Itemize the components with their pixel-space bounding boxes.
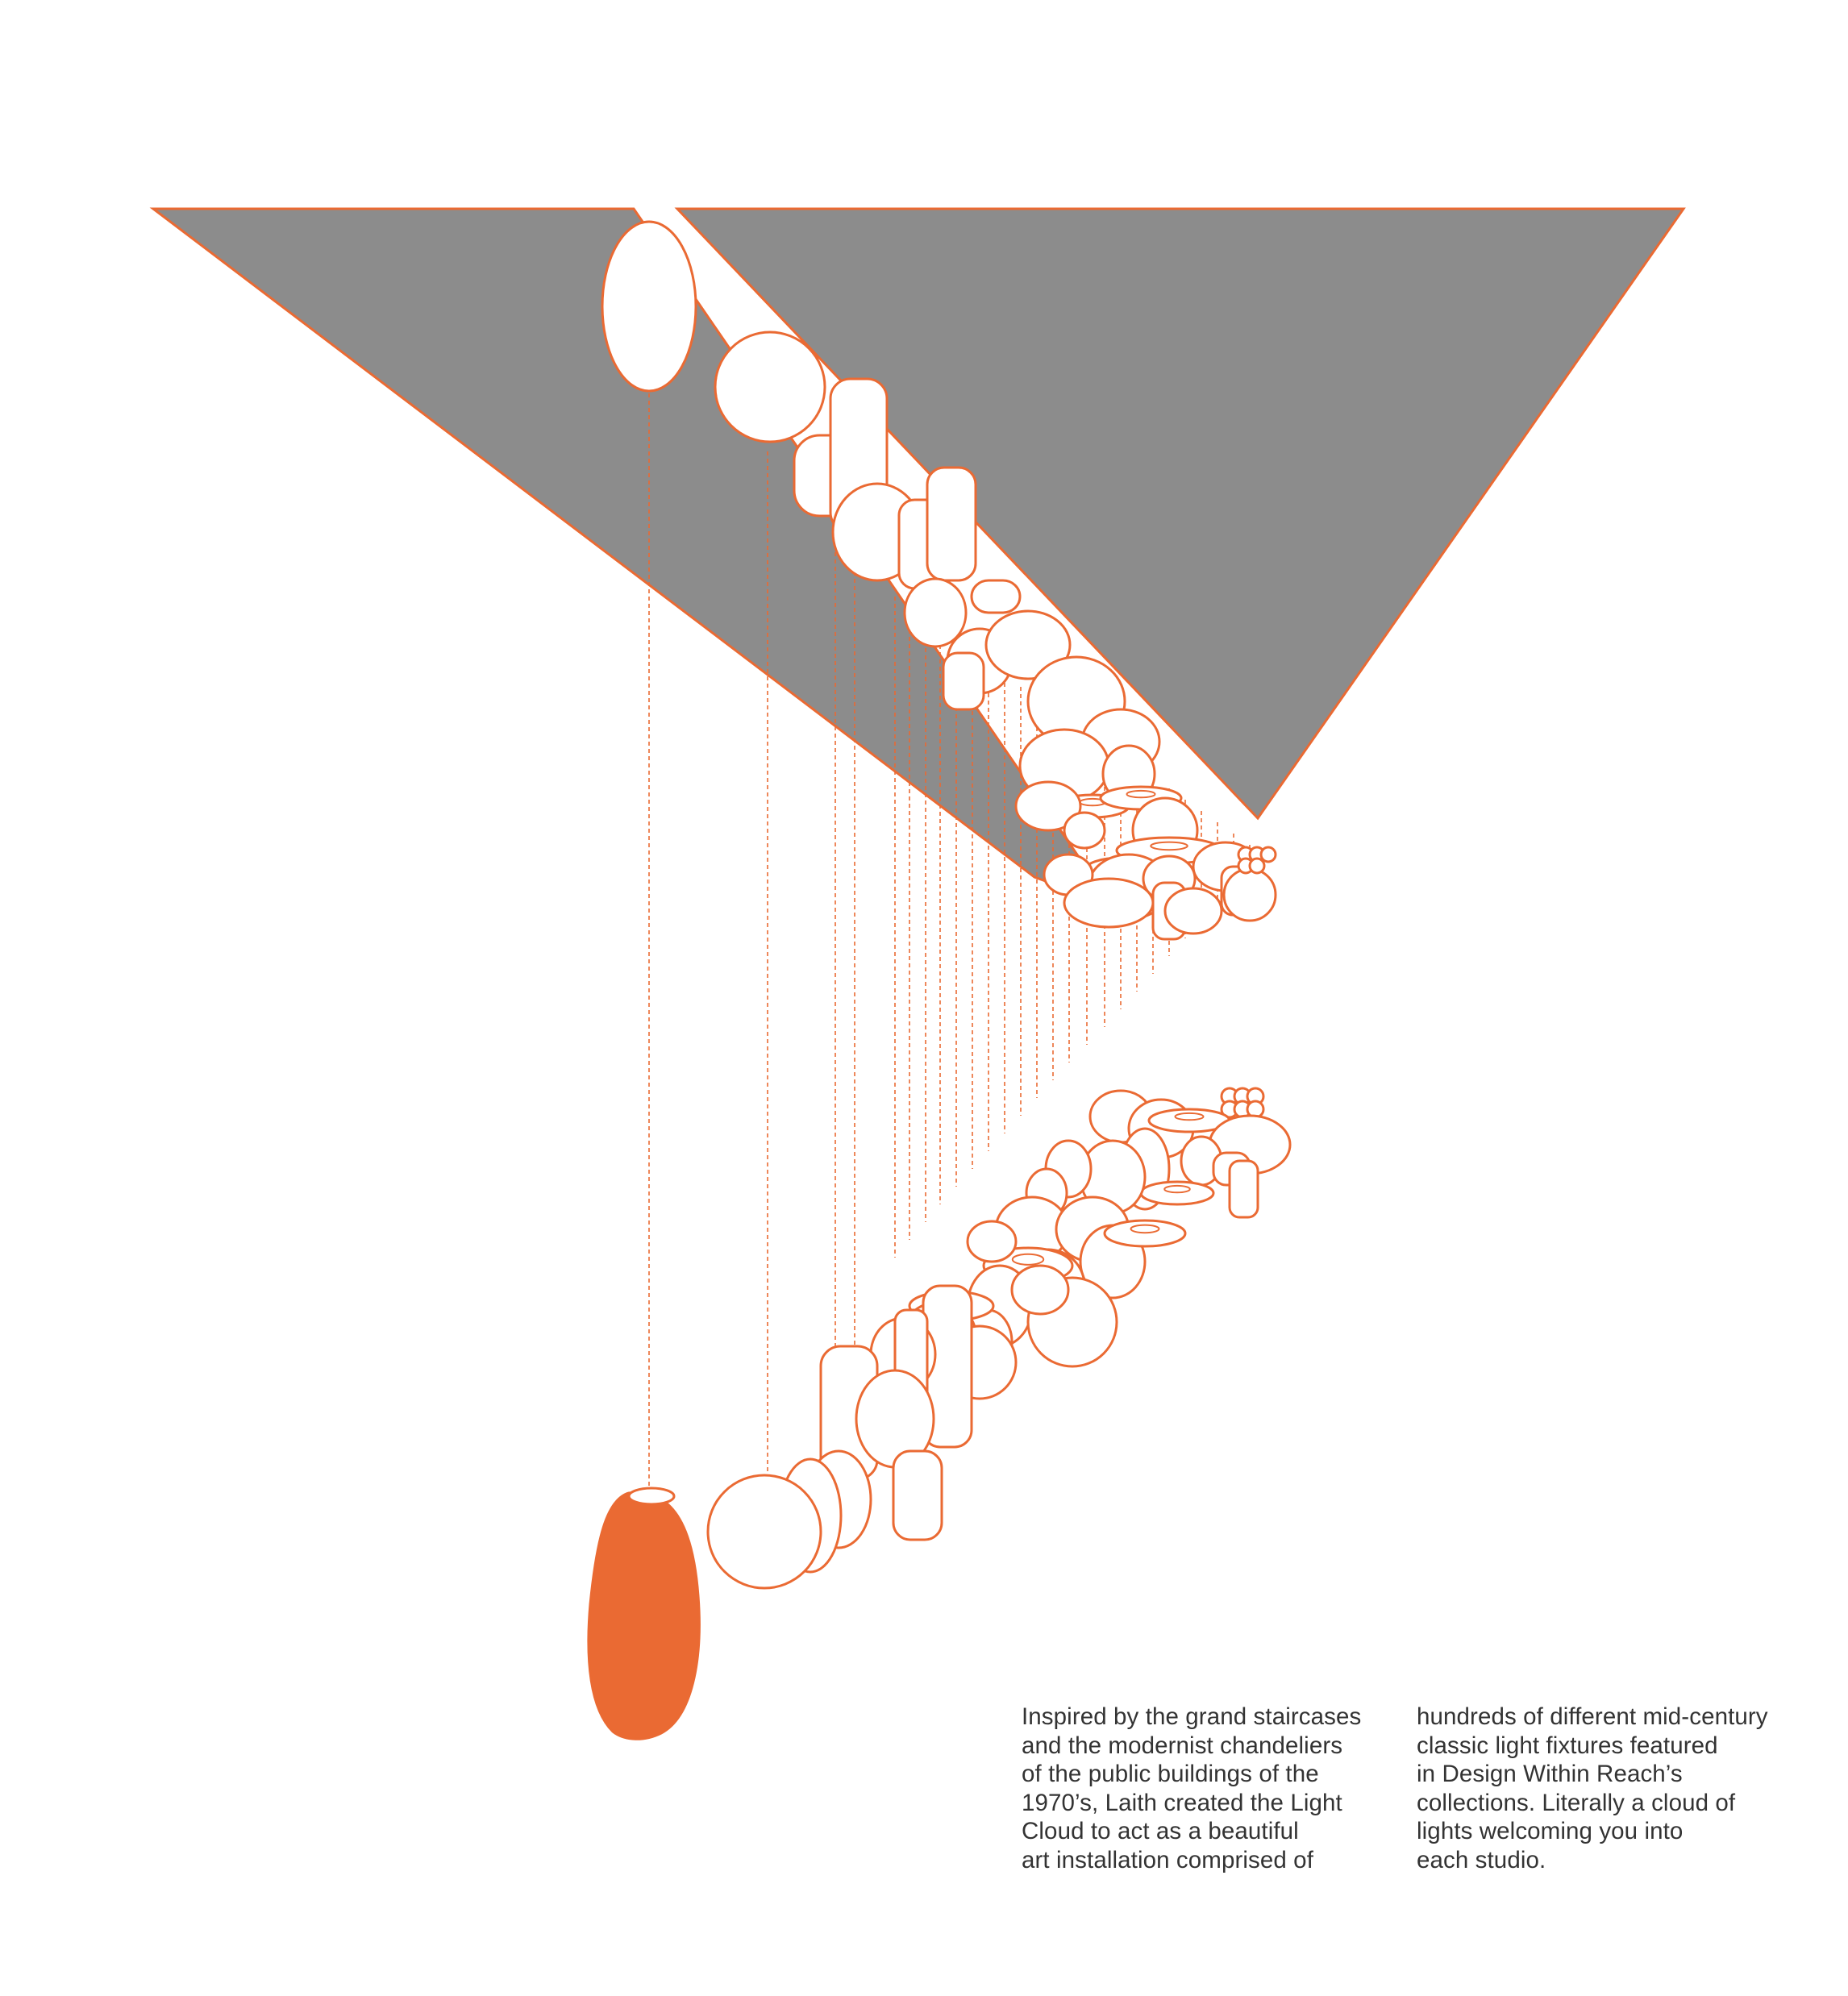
globe-pendant [1222,867,1277,922]
capsule-pendant [970,579,1022,614]
caption-column-2: hundreds of different mid-century classi… [1417,1703,1768,1873]
caption-column-1: Inspired by the grand staircases and the… [1022,1703,1362,1873]
saucer-top [1130,1224,1160,1234]
globe-pendant [1014,780,1082,832]
capsule-pendant [1228,1159,1259,1219]
globe-pendant [984,609,1072,680]
globe-pendant [601,220,697,393]
globe-pendant [714,331,826,443]
saucer-top [1011,1253,1045,1266]
saucer-top [1174,1112,1205,1121]
globe-pendant [1063,811,1106,850]
globe-pendant [1063,877,1155,929]
globe-pendant [966,1220,1018,1263]
light-fixtures [601,220,1292,1590]
globe-pendant [1248,857,1266,875]
capsule-pendant [892,1449,943,1541]
saucer-top [1150,841,1188,851]
globe-pendant [706,1474,822,1590]
saucer-top [1163,1184,1191,1194]
capsule-pendant [926,466,977,582]
globe-pendant [903,577,968,648]
capsule-pendant [942,651,985,711]
globe-pendant [1259,846,1277,863]
globe-pendant [1163,887,1223,935]
saucer-top [1126,789,1156,799]
solid-orange-pendant-icon [587,1487,701,1740]
globe-pendant [1010,1264,1070,1316]
